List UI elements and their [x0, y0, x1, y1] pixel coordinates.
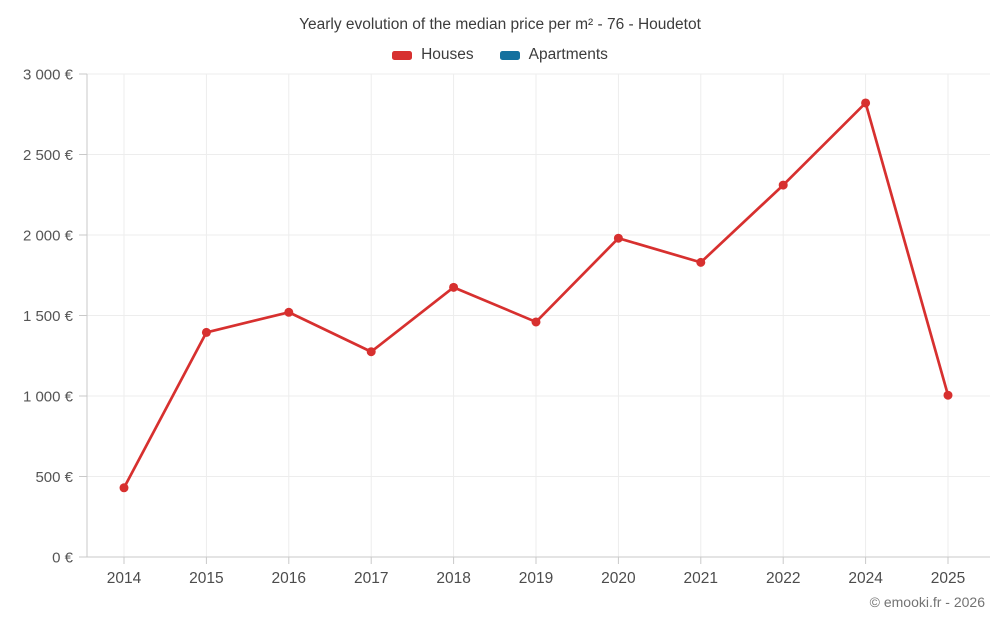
- data-point-houses-2021: [696, 257, 706, 267]
- legend: Houses Apartments: [0, 44, 1000, 66]
- watermark: © emooki.fr - 2026: [869, 594, 985, 610]
- y-axis-tick-label: 1 000 €: [23, 389, 74, 406]
- data-point-houses-2015: [201, 327, 211, 337]
- x-axis-tick-label: 2024: [848, 570, 883, 587]
- x-axis-tick-label: 2015: [189, 570, 223, 587]
- data-point-houses-2024: [861, 98, 871, 108]
- x-axis-tick-label: 2025: [931, 570, 965, 587]
- houses-series-marker: [392, 50, 413, 60]
- data-point-houses-2014: [119, 483, 129, 493]
- y-axis-tick-label: 3 000 €: [23, 67, 74, 84]
- x-axis-tick-label: 2019: [519, 570, 553, 587]
- y-axis-tick-label: 0 €: [52, 550, 74, 567]
- x-axis-tick-label: 2021: [684, 570, 718, 587]
- y-axis-tick-label: 2 000 €: [23, 228, 74, 245]
- apartments-series-label: Apartments: [528, 46, 608, 63]
- y-axis-tick-label: 1 500 €: [23, 308, 74, 325]
- chart-title: Yearly evolution of the median price per…: [299, 16, 701, 33]
- y-axis-tick-label: 2 500 €: [23, 147, 74, 164]
- apartments-series-marker: [499, 50, 520, 60]
- data-point-houses-2018: [449, 282, 459, 292]
- houses-series-label: Houses: [421, 46, 474, 63]
- data-point-houses-2016: [284, 307, 294, 317]
- data-point-houses-2019: [531, 317, 541, 327]
- legend-item-apartments[interactable]: Apartments: [499, 46, 608, 64]
- data-point-houses-2020: [613, 233, 623, 243]
- x-axis-tick-label: 2020: [601, 570, 636, 587]
- x-axis-tick-label: 2017: [354, 570, 388, 587]
- x-axis-tick-label: 2022: [766, 570, 800, 587]
- data-point-houses-2025: [943, 390, 953, 400]
- x-axis-tick-label: 2018: [436, 570, 470, 587]
- x-axis-tick-label: 2016: [272, 570, 306, 587]
- x-axis-tick-label: 2014: [107, 570, 142, 587]
- legend-item-houses[interactable]: Houses: [392, 46, 474, 64]
- data-point-houses-2022: [778, 180, 788, 190]
- y-axis-tick-label: 500 €: [35, 469, 73, 486]
- data-point-houses-2017: [366, 347, 376, 357]
